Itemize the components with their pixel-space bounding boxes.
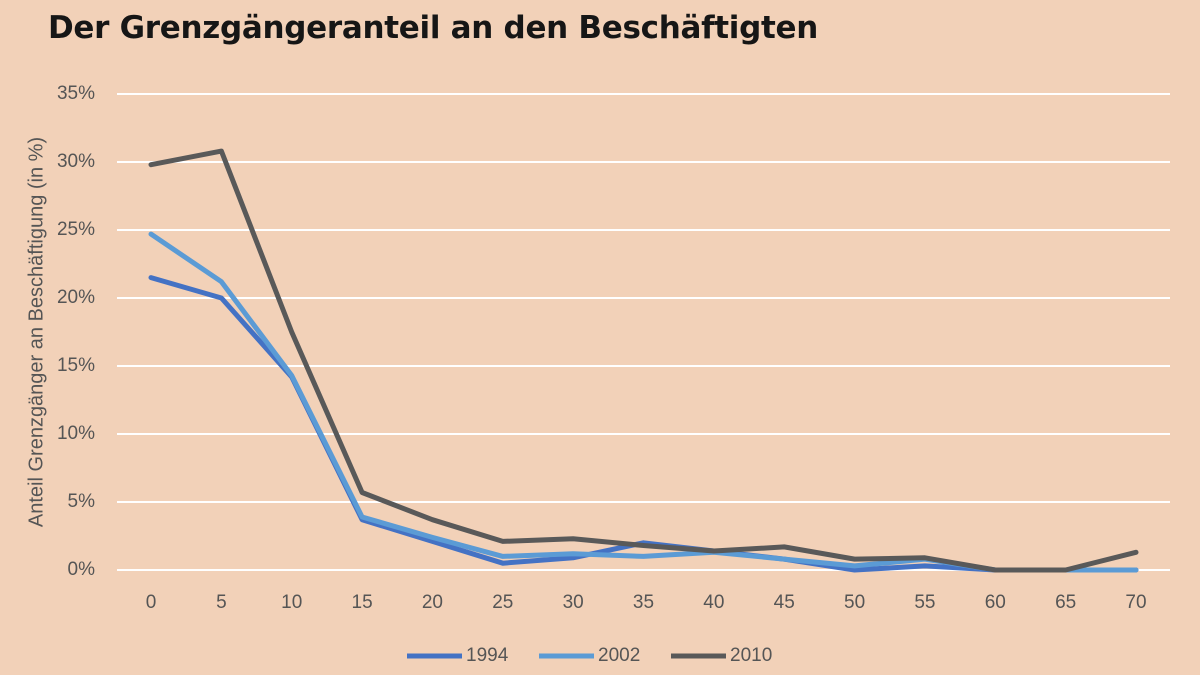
y-tick-label: 5% <box>68 491 96 512</box>
x-tick-label: 65 <box>1055 592 1076 613</box>
x-tick-label: 20 <box>422 592 443 613</box>
x-tick-label: 0 <box>146 592 157 613</box>
x-tick-label: 50 <box>844 592 865 613</box>
x-tick-label: 55 <box>914 592 935 613</box>
legend-label-2002: 2002 <box>598 645 640 666</box>
x-tick-label: 60 <box>985 592 1006 613</box>
y-tick-label: 20% <box>57 287 95 308</box>
y-axis-title: Anteil Grenzgänger an Beschäftigung (in … <box>25 137 47 527</box>
x-tick-label: 35 <box>633 592 654 613</box>
series-lines <box>148 148 1139 573</box>
legend: 1994 2002 2010 <box>407 645 772 666</box>
x-tick-label: 70 <box>1125 592 1146 613</box>
series-line-1994 <box>148 275 1139 573</box>
legend-label-1994: 1994 <box>466 645 509 666</box>
y-tick-label: 30% <box>57 151 95 172</box>
x-tick-label: 25 <box>492 592 513 613</box>
x-tick-label: 10 <box>281 592 302 613</box>
y-tick-label: 25% <box>57 219 95 240</box>
gridlines <box>117 93 1170 571</box>
x-tick-label: 30 <box>563 592 584 613</box>
x-tick-label: 45 <box>774 592 795 613</box>
x-tick-label: 15 <box>352 592 373 613</box>
x-axis-ticks: 0 5 10 15 20 25 30 35 40 45 50 55 60 65 70 <box>146 592 1147 613</box>
y-axis-ticks: 0% 5% 10% 15% 20% 25% 30% 35% <box>57 83 95 580</box>
series-line-2010 <box>148 148 1139 573</box>
y-tick-label: 10% <box>57 423 95 444</box>
x-tick-label: 5 <box>216 592 227 613</box>
legend-label-2010: 2010 <box>730 645 772 666</box>
x-tick-label: 40 <box>703 592 724 613</box>
y-tick-label: 15% <box>57 355 95 376</box>
series-line-2002 <box>148 231 1139 573</box>
y-tick-label: 35% <box>57 83 95 104</box>
y-tick-label: 0% <box>68 559 96 580</box>
chart-title: Der Grenzgängeranteil an den Beschäftigt… <box>48 10 819 46</box>
